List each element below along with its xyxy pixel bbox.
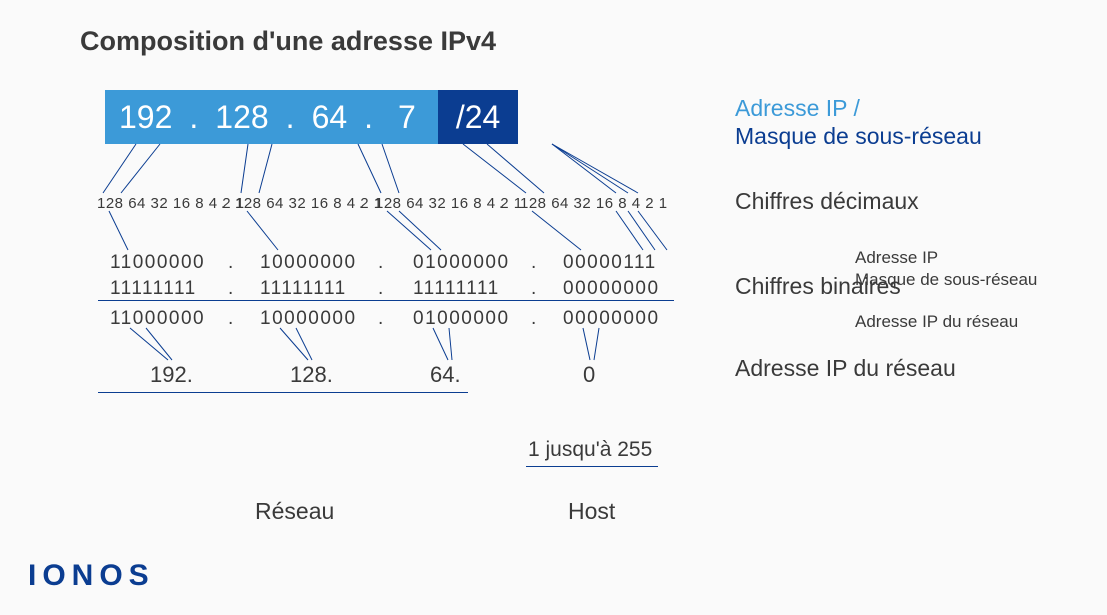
binary-dot: .	[378, 252, 385, 274]
bit-weights-dot: .	[221, 195, 226, 212]
bit-weights-group: 128 64 32 16 8 4 2 1	[520, 195, 668, 212]
network-decimal-octet: 64.	[430, 362, 461, 388]
ip-octet-3: 64	[298, 90, 362, 144]
label-bin-sub3: Adresse IP du réseau	[855, 312, 1018, 332]
binary-mask-octet: 11111111	[110, 278, 197, 300]
network-decimal-octet: 128.	[290, 362, 333, 388]
label-host: Host	[568, 498, 615, 525]
ip-octet-2: 128	[201, 90, 282, 144]
binary-network-octet: 01000000	[413, 308, 510, 330]
ip-dot: .	[283, 90, 298, 144]
bit-weights-dot: .	[499, 195, 504, 212]
page-title: Composition d'une adresse IPv4	[80, 26, 496, 57]
label-bin-sub1: Adresse IP	[855, 248, 938, 268]
label-bin-sub2: Masque de sous-réseau	[855, 270, 1037, 290]
label-range: 1 jusqu'à 255	[528, 438, 652, 462]
binary-dot: .	[531, 278, 538, 300]
range-underline	[526, 466, 658, 467]
label-network-ip: Adresse IP du réseau	[735, 355, 956, 382]
binary-ip-octet: 00000111	[563, 252, 657, 274]
binary-mask-octet: 00000000	[563, 278, 660, 300]
binary-network-octet: 00000000	[563, 308, 660, 330]
label-ip-title-2: Masque de sous-réseau	[735, 123, 982, 150]
binary-dot: .	[378, 278, 385, 300]
binary-ip-octet: 10000000	[260, 252, 357, 274]
ip-address-bar: 192 . 128 . 64 . 7 /24	[105, 90, 518, 144]
binary-mask-octet: 11111111	[260, 278, 347, 300]
label-reseau: Réseau	[255, 498, 334, 525]
ip-octet-4: 7	[376, 90, 438, 144]
bit-weights-dot: .	[359, 195, 364, 212]
label-decimal: Chiffres décimaux	[735, 188, 919, 215]
ip-dot: .	[186, 90, 201, 144]
network-underline	[98, 392, 468, 393]
mask-underline	[98, 300, 674, 301]
binary-ip-octet: 11000000	[110, 252, 205, 274]
ip-dot: .	[361, 90, 376, 144]
network-decimal-octet: 0	[583, 362, 595, 388]
binary-dot: .	[378, 308, 385, 330]
ip-suffix: /24	[438, 90, 518, 144]
binary-mask-octet: 11111111	[413, 278, 500, 300]
logo: IONOS	[28, 559, 155, 593]
binary-dot: .	[228, 252, 235, 274]
binary-ip-octet: 01000000	[413, 252, 510, 274]
binary-dot: .	[228, 308, 235, 330]
ip-octet-1: 192	[105, 90, 186, 144]
binary-dot: .	[531, 308, 538, 330]
label-ip-title-1: Adresse IP /	[735, 95, 860, 122]
network-decimal-octet: 192.	[150, 362, 193, 388]
binary-network-octet: 10000000	[260, 308, 357, 330]
binary-dot: .	[531, 252, 538, 274]
binary-network-octet: 11000000	[110, 308, 205, 330]
binary-dot: .	[228, 278, 235, 300]
